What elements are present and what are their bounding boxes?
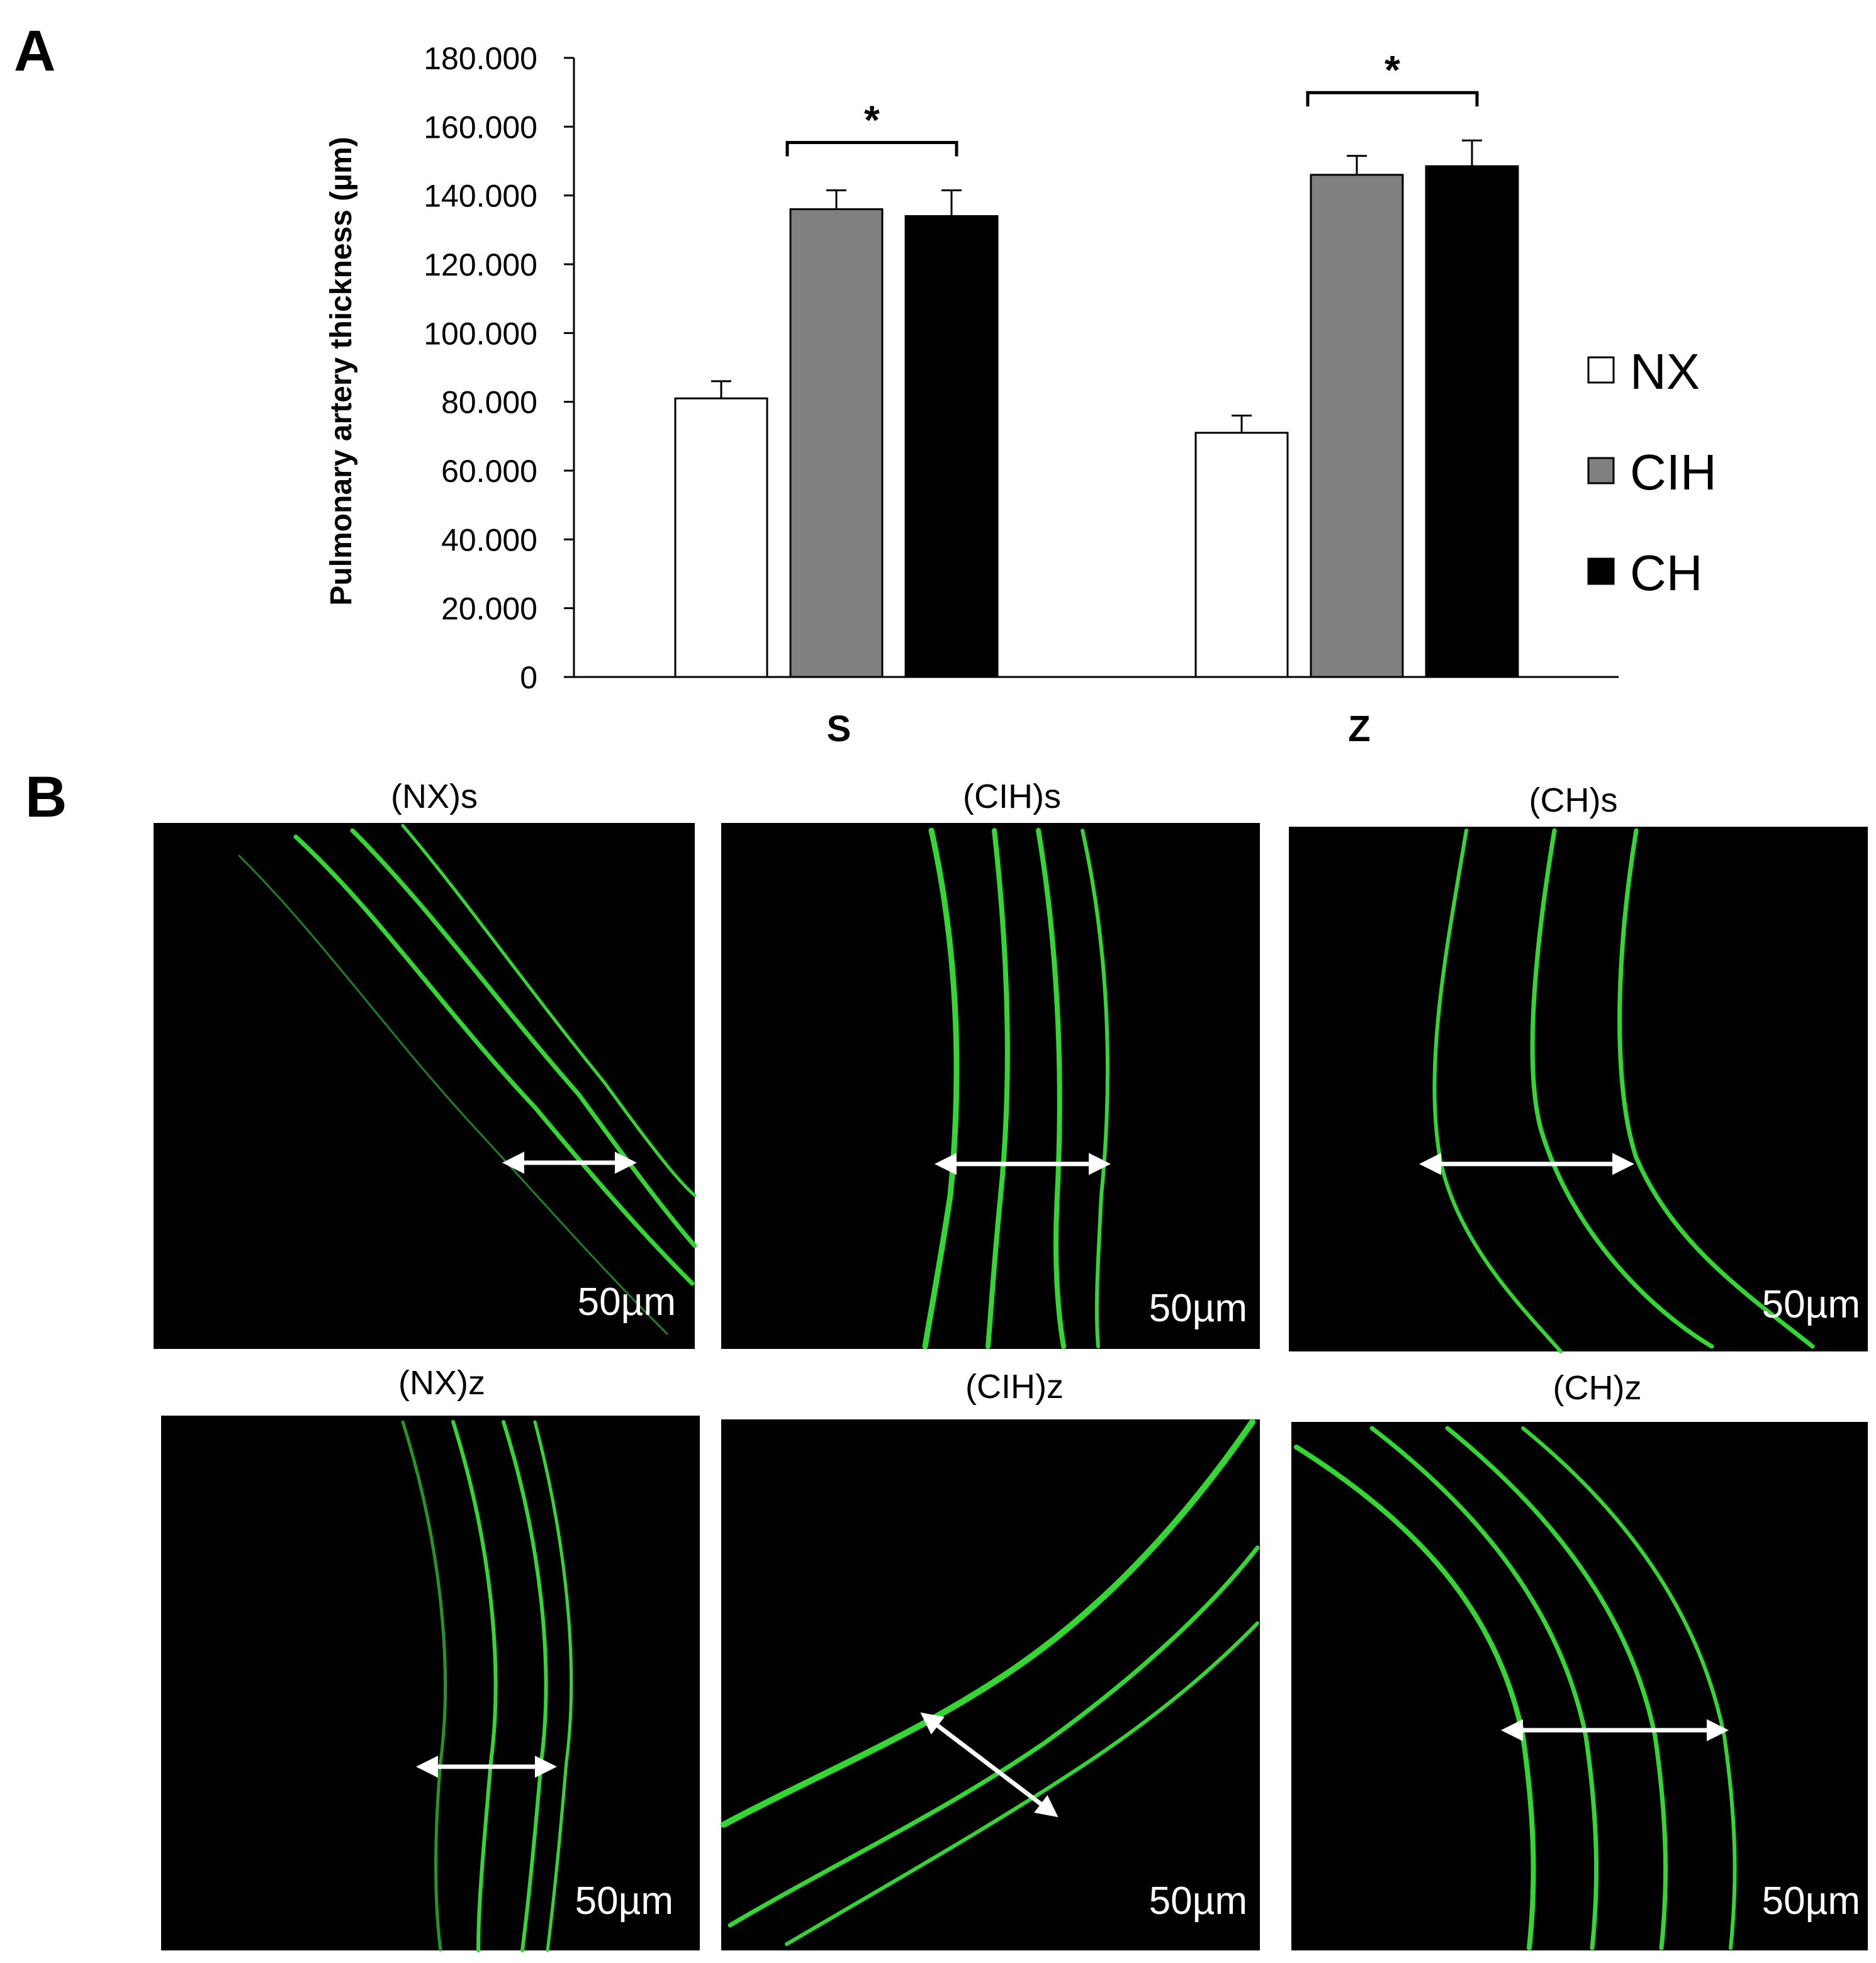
legend: NX CIH CH xyxy=(1587,344,1717,601)
vessel-wall-fluorescence xyxy=(238,824,697,1335)
bar-cih-s xyxy=(789,208,884,678)
bar-ch-s xyxy=(904,215,999,678)
legend-swatch-cih xyxy=(1587,457,1615,484)
y-tick-label: 180.000 xyxy=(424,41,537,76)
y-axis-label: Pulmonary artery thickness (µm) xyxy=(325,137,358,605)
scale-bar-label: 50µm xyxy=(1762,1283,1860,1326)
micrograph-image xyxy=(154,823,695,1349)
micrograph-image xyxy=(721,823,1260,1349)
y-tick-label: 100.000 xyxy=(424,316,537,351)
scale-bar-label: 50µm xyxy=(1762,1879,1860,1923)
vessel-wall-fluorescence xyxy=(401,1420,573,1952)
micrograph-cih-z: (CIH)z 50µm xyxy=(721,1368,1260,1950)
micrograph-image xyxy=(1291,1422,1868,1950)
y-tick-label: 40.000 xyxy=(441,522,537,557)
bar-cih-z xyxy=(1310,174,1404,678)
vessel-wall-fluorescence xyxy=(922,827,1109,1350)
scale-bar-label: 50µm xyxy=(575,1879,673,1923)
legend-swatch-ch xyxy=(1587,557,1615,585)
bar-chart: Pulmonary artery thickness (µm) 0 20.000 4… xyxy=(325,41,1717,749)
y-tick-label: 80.000 xyxy=(441,385,537,420)
category-label-s: S xyxy=(827,708,851,749)
y-tick-label: 0 xyxy=(520,660,537,695)
bar-nx-z xyxy=(1194,432,1289,678)
y-tick-label: 60.000 xyxy=(441,454,537,489)
significance-bracket xyxy=(1306,91,1479,107)
scale-bar-label: 50µm xyxy=(1149,1287,1247,1330)
vessel-wall-fluorescence xyxy=(1432,828,1815,1353)
micrograph-title: (CH)s xyxy=(1529,781,1618,819)
micrograph-title: (CH)z xyxy=(1553,1369,1642,1407)
y-tick-label: 160.000 xyxy=(424,109,537,145)
micrograph-title: (CIH)s xyxy=(963,778,1061,815)
bar-ch-z xyxy=(1425,165,1519,678)
vessel-wall-fluorescence xyxy=(1294,1426,1737,1950)
category-label-z: Z xyxy=(1348,708,1370,749)
micrograph-nx-z: (NX)z 50µm xyxy=(161,1364,700,1952)
y-tick-label: 140.000 xyxy=(424,179,537,214)
panel-label-a: A xyxy=(14,19,55,83)
micrograph-ch-z: (CH)z 50µm xyxy=(1291,1369,1868,1950)
micrograph-cih-s: (CIH)s 50µm xyxy=(721,778,1260,1350)
y-tick-label: 120.000 xyxy=(424,247,537,282)
micrograph-image xyxy=(1289,827,1868,1351)
micrograph-title: (NX)z xyxy=(398,1364,485,1402)
significance-brackets: ** xyxy=(785,47,1479,157)
panel-label-b: B xyxy=(25,765,67,829)
significance-marker: * xyxy=(864,97,880,142)
micrograph-image xyxy=(161,1416,700,1950)
micrograph-nx-s: (NX)s 50µm xyxy=(154,778,697,1349)
thickness-arrow xyxy=(920,1712,1059,1818)
legend-label-ch: CH xyxy=(1630,545,1703,601)
bar-nx-s xyxy=(674,397,768,678)
y-axis-ticks: 0 20.000 40.000 60.000 80.000 100.000 120.000 1… xyxy=(424,41,574,695)
scale-bar-label: 50µm xyxy=(578,1280,676,1324)
micrograph-title: (NX)s xyxy=(391,778,478,815)
scale-bar-label: 50µm xyxy=(1149,1879,1247,1923)
bars xyxy=(674,165,1519,678)
y-tick-label: 20.000 xyxy=(441,591,537,627)
error-bars xyxy=(711,139,1482,433)
legend-swatch-nx xyxy=(1587,356,1615,384)
micrograph-ch-s: (CH)s 50µm xyxy=(1289,781,1868,1353)
micrograph-title: (CIH)z xyxy=(965,1368,1064,1406)
significance-marker: * xyxy=(1385,47,1400,92)
legend-label-nx: NX xyxy=(1630,344,1700,400)
legend-label-cih: CIH xyxy=(1630,444,1717,500)
significance-bracket xyxy=(785,140,958,157)
